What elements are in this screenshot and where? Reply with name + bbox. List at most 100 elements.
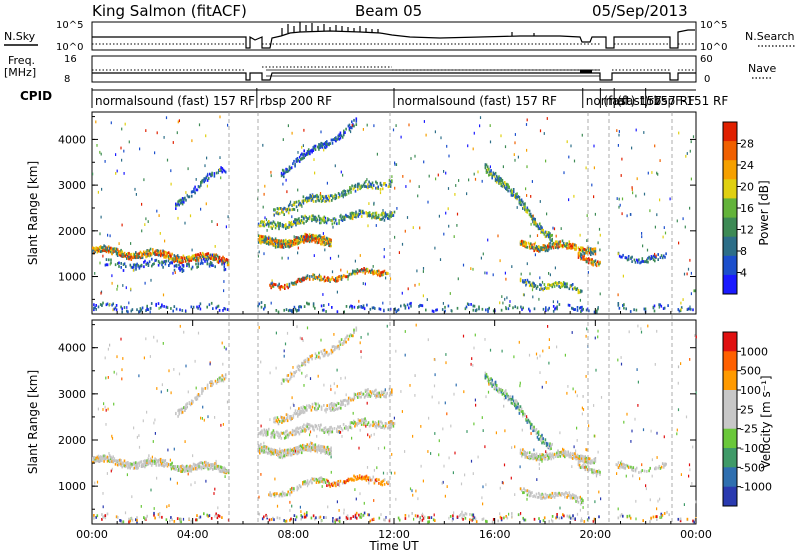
heatmap-noise-cell [631,186,633,189]
heatmap-cell [265,431,268,435]
heatmap-cell [341,275,344,279]
heatmap-cell [323,215,326,219]
heatmap-noise-cell [482,429,484,432]
heatmap-cell [336,427,338,431]
heatmap-cell [97,454,100,458]
heatmap-cell [584,251,586,255]
heatmap-cell [183,466,186,470]
heatmap-noise-cell [548,272,550,275]
heatmap-cell [271,431,273,435]
heatmap-cell [663,512,666,515]
heatmap-cell [369,519,372,523]
heatmap-cell [192,254,195,258]
heatmap-cell [264,430,267,434]
heatmap-cell [172,466,174,470]
heatmap-cell [485,373,488,376]
heatmap-cell [378,393,381,397]
heatmap-cell [591,261,593,264]
heatmap-cell [337,344,339,348]
heatmap-cell [195,255,197,259]
heatmap-cell [588,461,591,465]
heatmap-cell [295,237,297,241]
heatmap-cell [514,194,516,198]
heatmap-noise-cell [227,123,229,127]
heatmap-cell [511,190,514,193]
heatmap-noise-cell [217,379,219,383]
heatmap-noise-cell [489,348,492,352]
heatmap-cell [341,428,344,432]
heatmap-cell [647,256,649,260]
heatmap-cell [364,180,367,183]
heatmap-cell [223,169,226,173]
heatmap-noise-cell [203,180,205,184]
heatmap-cell [339,340,342,344]
heatmap-noise-cell [479,116,482,119]
heatmap-cell [343,131,345,135]
heatmap-cell [565,285,567,289]
heatmap-cell [270,449,272,453]
heatmap-cell [332,407,334,411]
heatmap-cell [580,257,582,261]
heatmap-cell [556,451,558,455]
heatmap-cell [316,276,319,279]
heatmap-cell [357,185,359,189]
heatmap-cell [419,518,421,522]
heatmap-cell [155,458,157,462]
heatmap-cell [532,425,534,429]
heatmap-cell [388,217,390,220]
heatmap-cell [175,255,178,258]
heatmap-cell [368,214,371,218]
heatmap-cell [174,264,177,268]
heatmap-noise-cell [492,273,494,277]
heatmap-cell [353,396,356,400]
heatmap-cell [353,395,356,399]
heatmap-cell [557,282,559,286]
heatmap-cell [216,305,219,309]
heatmap-cell [304,406,307,410]
heatmap-cell [330,277,333,281]
heatmap-cell [293,220,295,224]
heatmap-noise-cell [514,158,516,162]
heatmap-cell [323,447,326,451]
heatmap-cell [178,199,180,203]
heatmap-cell [321,218,323,222]
heatmap-cell [297,430,300,434]
heatmap-cell [119,519,121,522]
heatmap-cell [363,181,366,185]
heatmap-cell [582,455,584,458]
heatmap-cell [649,466,651,470]
heatmap-cell [355,422,357,426]
heatmap-cell [544,230,547,234]
heatmap-noise-cell [576,288,578,291]
heatmap-cell [280,171,283,175]
heatmap-cell [384,424,387,428]
heatmap-cell [340,406,342,410]
heatmap-cell [544,492,547,496]
heatmap-cell [551,519,554,523]
heatmap-cell [179,519,181,523]
heatmap-cell [564,492,566,496]
heatmap-cell [494,171,497,175]
heatmap-cell [481,518,484,521]
heatmap-cell [535,222,538,226]
heatmap-cell [478,305,480,309]
heatmap-cell [340,427,343,430]
heatmap-noise-cell [354,259,356,263]
heatmap-noise-cell [636,177,638,181]
heatmap-cell [544,438,547,442]
heatmap-cell [130,462,133,466]
nsky-trace [92,29,695,49]
heatmap-cell [335,484,337,488]
heatmap-cell [337,483,339,486]
heatmap-noise-cell [547,325,549,328]
heatmap-cell [542,307,545,311]
heatmap-cell [519,199,522,202]
heatmap-cell [296,236,298,240]
heatmap-cell [221,257,223,260]
heatmap-noise-cell [116,169,118,173]
heatmap-noise-cell [96,480,99,484]
heatmap-noise-cell [618,130,620,133]
heatmap-cell [115,308,118,312]
heatmap-cell [143,463,145,466]
heatmap-cell [514,305,516,309]
